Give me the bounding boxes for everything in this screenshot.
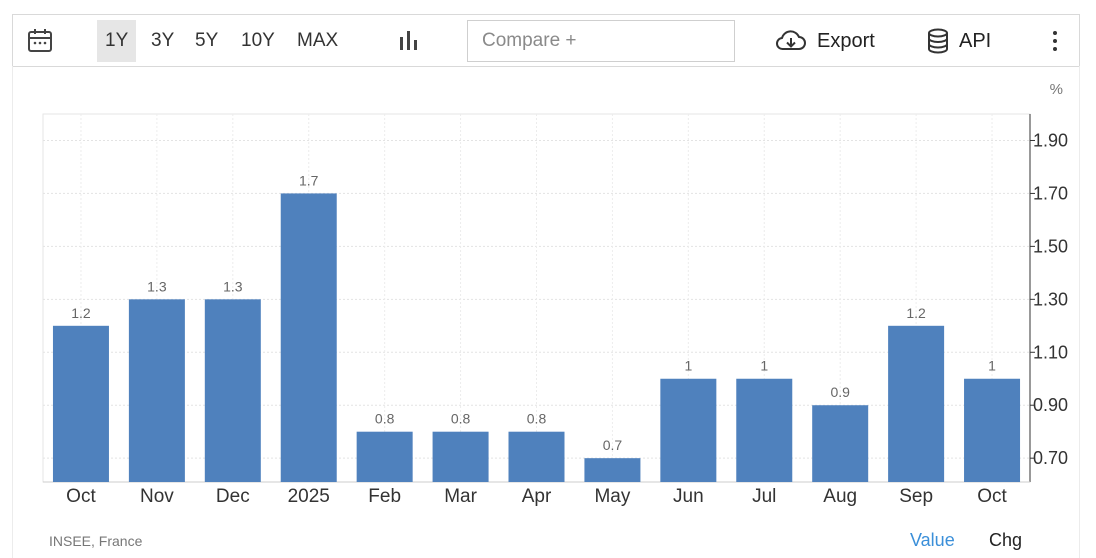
data-label: 1.2 xyxy=(71,305,91,321)
bar[interactable] xyxy=(964,378,1021,482)
compare-input[interactable]: Compare + xyxy=(467,20,735,62)
y-tick-label: 1.50 xyxy=(1033,236,1068,256)
x-tick-label: Nov xyxy=(140,486,174,507)
export-button[interactable]: Export xyxy=(775,20,875,62)
y-tick-label: 0.90 xyxy=(1033,395,1068,415)
chart-panel: 1.2 Oct 1.3 Nov 1.3 Dec 1.7 2025 0.8 Feb 0.8 Mar 0.8… xyxy=(12,66,1080,558)
x-tick-label: Sep xyxy=(899,486,933,507)
x-tick-label: May xyxy=(594,486,630,507)
data-label: 0.8 xyxy=(527,411,547,427)
api-label: API xyxy=(959,29,992,52)
x-tick-label: 2025 xyxy=(288,486,330,507)
range-button-max[interactable]: MAX xyxy=(297,30,339,51)
source-label: INSEE, France xyxy=(49,533,143,549)
x-tick-label: Oct xyxy=(977,486,1007,507)
data-label: 1.7 xyxy=(299,172,319,188)
x-tick-label: Dec xyxy=(216,486,250,507)
range-button-1y[interactable]: 1Y xyxy=(97,20,137,62)
api-button[interactable]: API xyxy=(927,20,991,62)
data-label: 1.3 xyxy=(223,278,243,294)
x-tick-label: Jun xyxy=(673,486,704,507)
chart-toolbar: 1Y 3Y 5Y 10Y MAX Compare + Export API xyxy=(12,14,1080,67)
bar[interactable] xyxy=(584,458,641,482)
export-label: Export xyxy=(817,29,875,52)
range-button-10y[interactable]: 10Y xyxy=(241,30,275,51)
bar[interactable] xyxy=(280,193,337,482)
bar[interactable] xyxy=(52,325,109,482)
value-tab[interactable]: Value xyxy=(910,530,955,550)
chg-tab[interactable]: Chg xyxy=(989,530,1023,550)
x-tick-label: Jul xyxy=(752,486,776,507)
bar[interactable] xyxy=(508,431,565,482)
range-button-3y[interactable]: 3Y xyxy=(151,30,175,51)
bar-chart-icon[interactable] xyxy=(397,28,421,54)
data-label: 1.2 xyxy=(906,305,926,321)
y-tick-label: 1.70 xyxy=(1033,183,1068,203)
x-tick-label: Oct xyxy=(66,486,96,507)
bar[interactable] xyxy=(356,431,413,482)
bar[interactable] xyxy=(812,405,869,482)
data-label: 1.3 xyxy=(147,278,167,294)
data-label: 0.9 xyxy=(830,384,850,400)
data-label: 1 xyxy=(760,358,768,374)
y-tick-label: 1.10 xyxy=(1033,342,1068,362)
y-tick-label: 1.30 xyxy=(1033,289,1068,309)
cloud-download-icon xyxy=(776,30,806,50)
bar[interactable] xyxy=(128,299,185,482)
y-tick-label: 1.90 xyxy=(1033,130,1068,150)
calendar-icon[interactable] xyxy=(27,27,53,55)
range-button-5y[interactable]: 5Y xyxy=(195,30,219,51)
bar[interactable] xyxy=(432,431,489,482)
bar[interactable] xyxy=(204,299,261,482)
x-tick-label: Apr xyxy=(522,486,552,507)
data-label: 0.7 xyxy=(603,437,623,453)
unit-label: % xyxy=(1050,81,1063,98)
data-label: 1 xyxy=(988,358,996,374)
x-tick-label: Feb xyxy=(368,486,401,507)
data-label: 1 xyxy=(684,358,692,374)
y-tick-label: 0.70 xyxy=(1033,448,1068,468)
data-label: 0.8 xyxy=(375,411,395,427)
x-tick-label: Aug xyxy=(823,486,857,507)
x-tick-label: Mar xyxy=(444,486,477,507)
bar-chart: 1.2 Oct 1.3 Nov 1.3 Dec 1.7 2025 0.8 Feb 0.8 Mar 0.8… xyxy=(42,81,1068,507)
more-vertical-icon[interactable] xyxy=(1045,27,1065,55)
data-label: 0.8 xyxy=(451,411,471,427)
bar[interactable] xyxy=(736,378,793,482)
database-icon xyxy=(928,28,948,54)
bar[interactable] xyxy=(660,378,717,482)
bar[interactable] xyxy=(888,325,945,482)
